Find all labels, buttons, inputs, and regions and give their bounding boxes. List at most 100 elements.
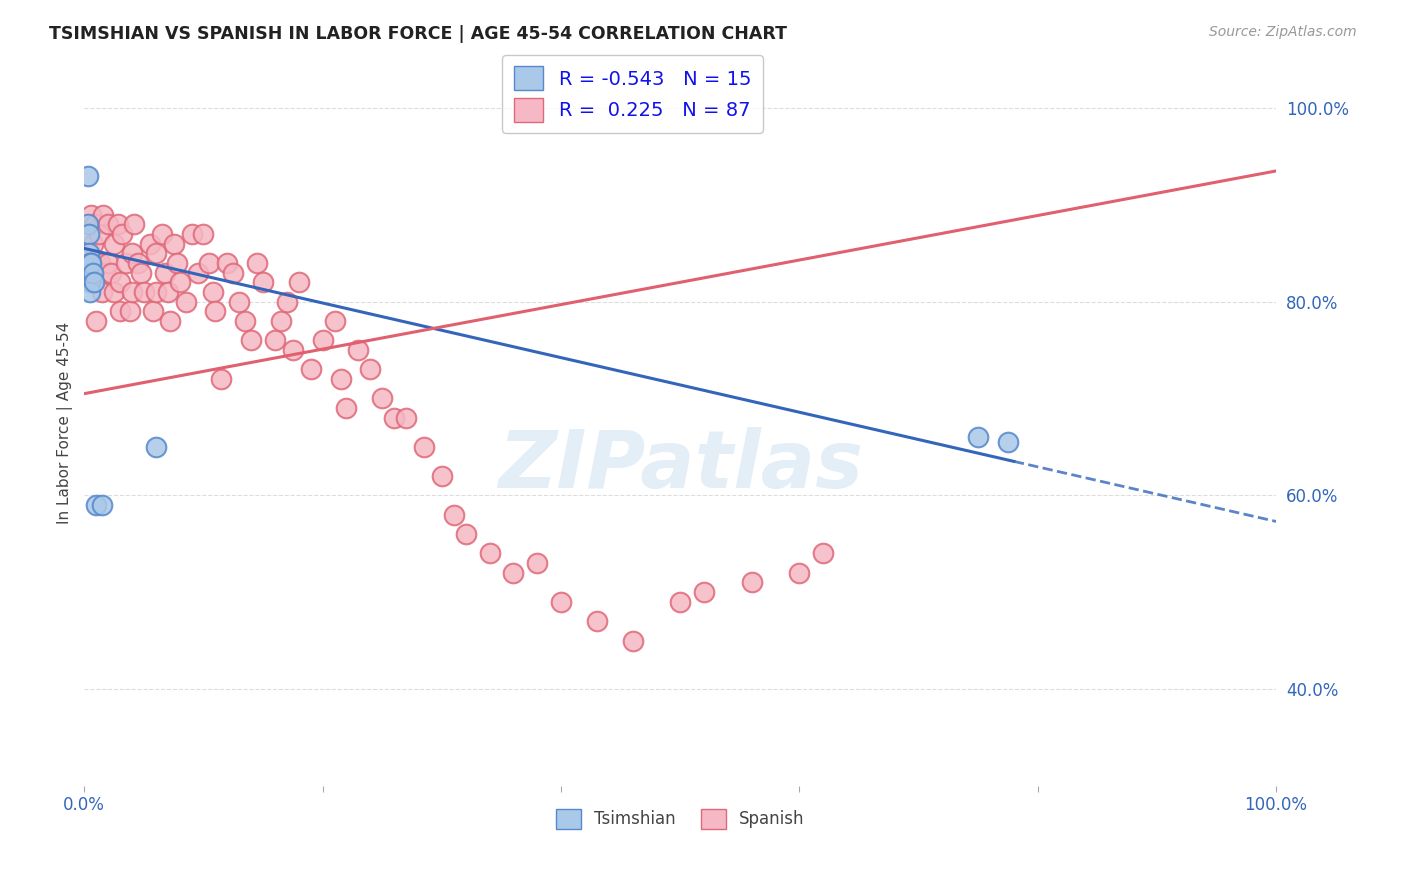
- Point: [201, 285, 224, 299]
- Point: [156, 285, 179, 299]
- Point: [693, 585, 716, 599]
- Point: [198, 256, 221, 270]
- Point: [111, 227, 134, 241]
- Point: [89, 256, 111, 270]
- Point: [84, 498, 107, 512]
- Point: [967, 430, 990, 444]
- Point: [585, 614, 607, 628]
- Point: [193, 227, 215, 241]
- Legend: Tsimshian, Spanish: Tsimshian, Spanish: [550, 802, 811, 836]
- Point: [430, 469, 453, 483]
- Point: [150, 227, 173, 241]
- Text: ZIPatlas: ZIPatlas: [498, 427, 863, 505]
- Point: [103, 285, 125, 299]
- Point: [811, 546, 834, 560]
- Point: [79, 275, 101, 289]
- Point: [186, 266, 208, 280]
- Point: [124, 217, 146, 231]
- Point: [132, 285, 155, 299]
- Point: [276, 294, 298, 309]
- Point: [97, 217, 120, 231]
- Point: [145, 246, 167, 260]
- Point: [80, 207, 103, 221]
- Point: [159, 314, 181, 328]
- Point: [209, 372, 232, 386]
- Point: [335, 401, 357, 416]
- Point: [79, 256, 101, 270]
- Point: [502, 566, 524, 580]
- Point: [288, 275, 311, 289]
- Point: [142, 304, 165, 318]
- Point: [323, 314, 346, 328]
- Point: [83, 275, 105, 289]
- Point: [443, 508, 465, 522]
- Point: [93, 207, 115, 221]
- Point: [347, 343, 370, 357]
- Point: [118, 304, 141, 318]
- Point: [174, 294, 197, 309]
- Point: [166, 256, 188, 270]
- Point: [87, 227, 110, 241]
- Point: [169, 275, 191, 289]
- Point: [395, 410, 418, 425]
- Point: [79, 275, 101, 289]
- Point: [97, 256, 120, 270]
- Point: [997, 435, 1019, 450]
- Point: [80, 256, 103, 270]
- Point: [108, 304, 131, 318]
- Point: [371, 392, 394, 406]
- Point: [217, 256, 239, 270]
- Point: [669, 595, 692, 609]
- Point: [222, 266, 245, 280]
- Point: [108, 275, 131, 289]
- Point: [82, 266, 104, 280]
- Y-axis label: In Labor Force | Age 45-54: In Labor Force | Age 45-54: [58, 322, 73, 524]
- Point: [163, 236, 186, 251]
- Point: [77, 246, 100, 260]
- Point: [145, 440, 167, 454]
- Point: [84, 314, 107, 328]
- Point: [413, 440, 436, 454]
- Point: [180, 227, 202, 241]
- Point: [77, 256, 100, 270]
- Text: Source: ZipAtlas.com: Source: ZipAtlas.com: [1209, 25, 1357, 39]
- Point: [76, 169, 98, 183]
- Point: [240, 334, 263, 348]
- Point: [359, 362, 381, 376]
- Point: [789, 566, 811, 580]
- Point: [311, 334, 333, 348]
- Point: [84, 256, 107, 270]
- Point: [526, 556, 548, 570]
- Point: [94, 266, 117, 280]
- Point: [204, 304, 226, 318]
- Point: [139, 236, 162, 251]
- Point: [103, 236, 125, 251]
- Point: [621, 633, 644, 648]
- Point: [228, 294, 250, 309]
- Point: [84, 217, 107, 231]
- Point: [127, 256, 149, 270]
- Point: [741, 575, 763, 590]
- Point: [270, 314, 292, 328]
- Point: [107, 217, 129, 231]
- Point: [233, 314, 256, 328]
- Point: [281, 343, 304, 357]
- Point: [100, 266, 122, 280]
- Point: [91, 498, 114, 512]
- Point: [131, 266, 153, 280]
- Point: [264, 334, 287, 348]
- Point: [121, 246, 143, 260]
- Point: [478, 546, 501, 560]
- Point: [550, 595, 572, 609]
- Point: [299, 362, 322, 376]
- Point: [115, 256, 138, 270]
- Point: [454, 527, 477, 541]
- Point: [155, 266, 177, 280]
- Point: [82, 236, 104, 251]
- Point: [145, 285, 167, 299]
- Text: TSIMSHIAN VS SPANISH IN LABOR FORCE | AGE 45-54 CORRELATION CHART: TSIMSHIAN VS SPANISH IN LABOR FORCE | AG…: [49, 25, 787, 43]
- Point: [329, 372, 352, 386]
- Point: [79, 285, 101, 299]
- Point: [77, 227, 100, 241]
- Point: [91, 285, 114, 299]
